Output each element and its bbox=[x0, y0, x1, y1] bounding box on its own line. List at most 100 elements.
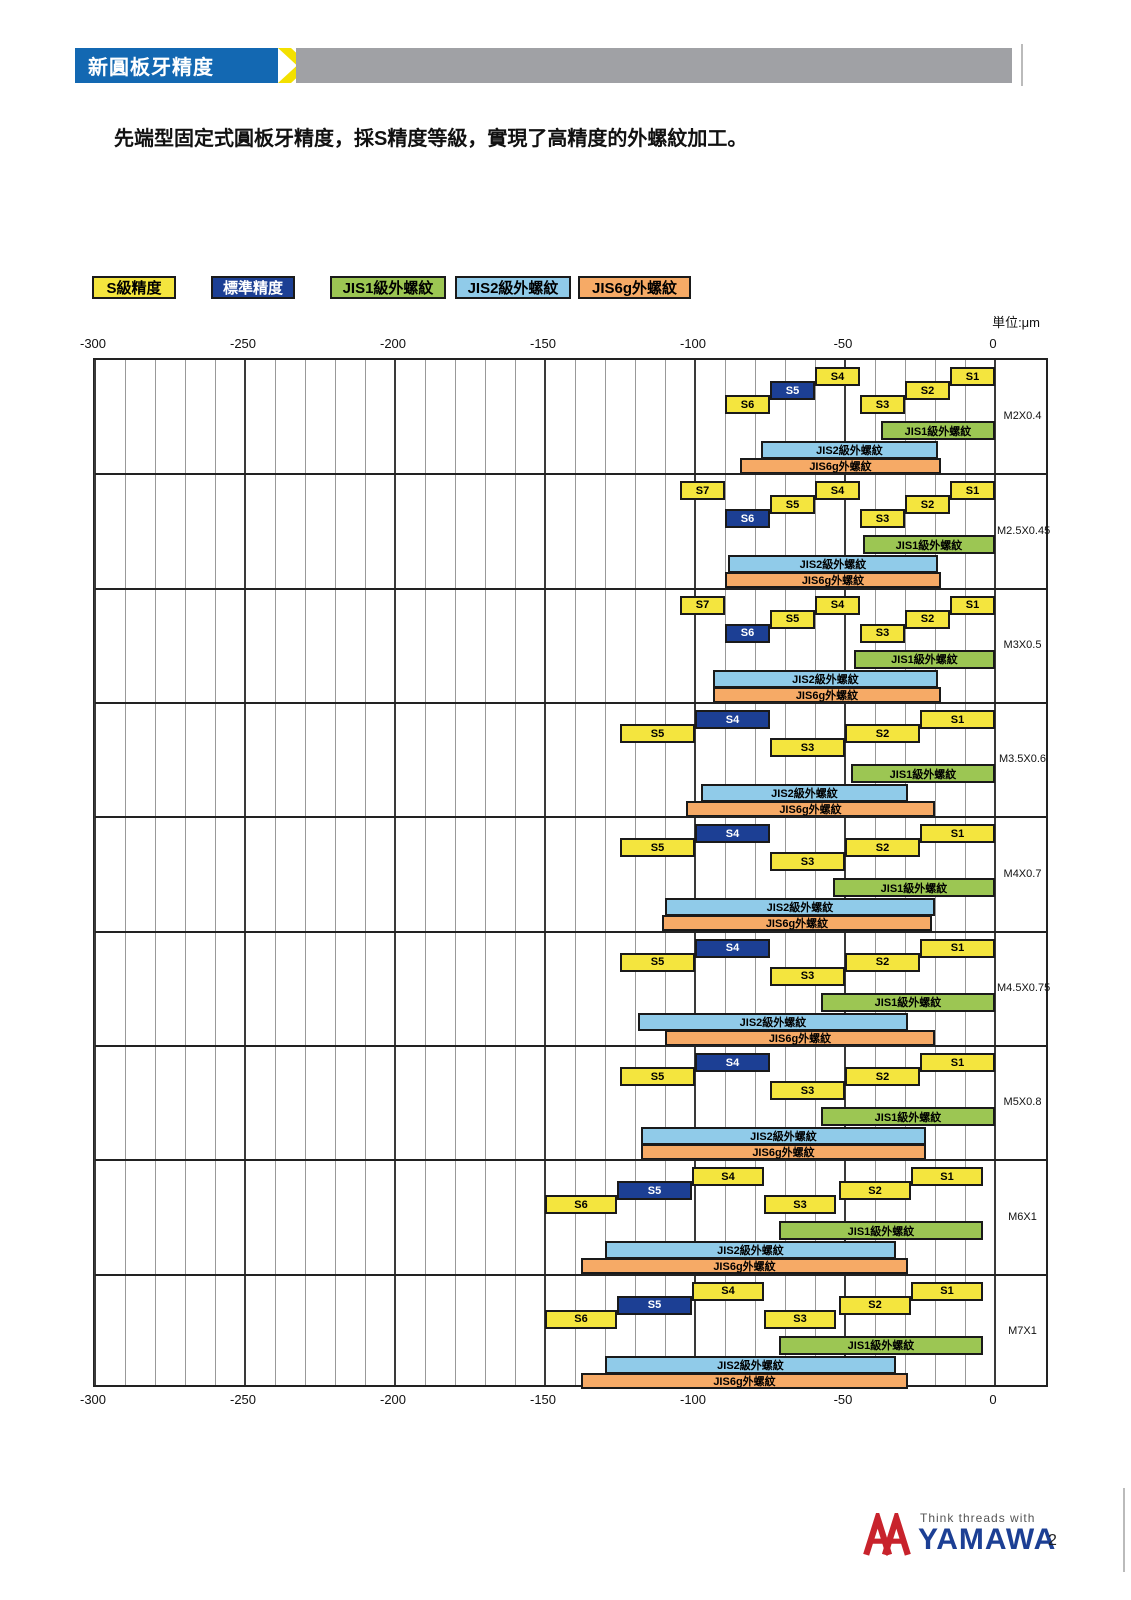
bar-s4: S4 bbox=[692, 1281, 764, 1301]
bar-s4: S4 bbox=[695, 710, 770, 729]
gridline-minor bbox=[575, 360, 576, 1385]
block-separator bbox=[95, 816, 1046, 819]
gridline-major bbox=[244, 360, 246, 1385]
bar-jis6g: JIS6g外螺紋 bbox=[641, 1144, 926, 1160]
bar-jis1: JIS1級外螺紋 bbox=[833, 878, 995, 898]
block-separator bbox=[95, 1045, 1046, 1047]
bar-s4: S4 bbox=[695, 824, 770, 844]
gridline-minor bbox=[935, 360, 936, 1385]
gridline-minor bbox=[515, 360, 516, 1385]
bar-s5: S5 bbox=[617, 1295, 692, 1315]
block-separator bbox=[95, 930, 1046, 933]
bar-jis6g: JIS6g外螺紋 bbox=[581, 1372, 908, 1389]
bar-s2: S2 bbox=[905, 495, 950, 515]
banner-gray-bar bbox=[296, 48, 1012, 83]
page-subtitle: 先端型固定式圓板牙精度，採S精度等級，實現了高精度的外螺紋加工。 bbox=[114, 128, 748, 150]
gridline-minor bbox=[455, 360, 456, 1385]
bar-jis6g: JIS6g外螺紋 bbox=[581, 1258, 908, 1275]
gridline-minor bbox=[605, 360, 606, 1385]
bar-jis2: JIS2級外螺紋 bbox=[701, 784, 908, 802]
block-separator bbox=[95, 702, 1046, 704]
legend-item-jis2: JIS2級外螺紋 bbox=[455, 276, 571, 299]
block-separator bbox=[95, 473, 1046, 476]
bar-s1: S1 bbox=[920, 710, 995, 729]
thread-size-label: M2.5X0.45 bbox=[997, 524, 1051, 537]
bar-s1: S1 bbox=[911, 1281, 983, 1301]
bar-jis2: JIS2級外螺紋 bbox=[665, 898, 935, 917]
bar-jis2: JIS2級外螺紋 bbox=[728, 555, 938, 574]
bar-s2: S2 bbox=[845, 952, 920, 972]
bar-s2: S2 bbox=[845, 1067, 920, 1086]
bar-s5: S5 bbox=[617, 1181, 692, 1201]
bar-s3: S3 bbox=[770, 966, 845, 986]
bar-jis2: JIS2級外螺紋 bbox=[641, 1127, 926, 1145]
axis-tick-label: -150 bbox=[529, 336, 557, 351]
bar-s3: S3 bbox=[860, 509, 905, 529]
gridline-minor bbox=[425, 360, 426, 1385]
gridline-minor bbox=[305, 360, 306, 1385]
bar-s4: S4 bbox=[692, 1167, 764, 1187]
gridline-minor bbox=[665, 360, 666, 1385]
bar-s4: S4 bbox=[815, 481, 860, 501]
axis-tick-label: -200 bbox=[379, 1392, 407, 1407]
gridline-minor bbox=[275, 360, 276, 1385]
bar-s5: S5 bbox=[620, 1067, 695, 1086]
gridline-major bbox=[994, 360, 996, 1385]
bar-jis2: JIS2級外螺紋 bbox=[638, 1012, 908, 1031]
bar-jis1: JIS1級外螺紋 bbox=[779, 1221, 983, 1241]
gridline-major bbox=[844, 360, 846, 1385]
block-separator bbox=[95, 587, 1046, 590]
gridline-minor bbox=[155, 360, 156, 1385]
bar-s5: S5 bbox=[770, 381, 815, 400]
gridline-major bbox=[394, 360, 396, 1385]
axis-tick-label: -200 bbox=[379, 336, 407, 351]
bar-s1: S1 bbox=[920, 824, 995, 844]
gridline-minor bbox=[215, 360, 216, 1385]
axis-tick-label: 0 bbox=[989, 336, 997, 351]
thread-size-label: M2X0.4 bbox=[1003, 410, 1042, 423]
block-separator bbox=[95, 1159, 1046, 1162]
legend-item-s: S級精度 bbox=[92, 276, 176, 299]
thread-size-label: M6X1 bbox=[1008, 1210, 1037, 1223]
yamawa-logo-icon bbox=[863, 1513, 911, 1556]
bar-jis1: JIS1級外螺紋 bbox=[851, 764, 995, 783]
bar-s5: S5 bbox=[620, 838, 695, 858]
axis-tick-label: 0 bbox=[989, 1392, 997, 1407]
bar-s4: S4 bbox=[695, 938, 770, 958]
gridline-minor bbox=[125, 360, 126, 1385]
axis-tick-label: -100 bbox=[679, 1392, 707, 1407]
axis-tick-label: -300 bbox=[79, 1392, 107, 1407]
page-edge-mark-top bbox=[1021, 44, 1023, 86]
bar-s2: S2 bbox=[839, 1181, 911, 1201]
gridline-minor bbox=[755, 360, 756, 1385]
gridline-minor bbox=[965, 360, 966, 1385]
bar-s5: S5 bbox=[620, 724, 695, 743]
bar-s3: S3 bbox=[764, 1309, 836, 1329]
gridline-minor bbox=[635, 360, 636, 1385]
axis-tick-label: -150 bbox=[529, 1392, 557, 1407]
bar-s1: S1 bbox=[950, 595, 995, 615]
bar-jis1: JIS1級外螺紋 bbox=[863, 535, 995, 555]
gridline-major bbox=[694, 360, 696, 1385]
gridline-major bbox=[544, 360, 546, 1385]
bar-jis1: JIS1級外螺紋 bbox=[821, 992, 995, 1012]
bar-jis2: JIS2級外螺紋 bbox=[761, 441, 938, 459]
thread-size-label: M7X1 bbox=[1008, 1324, 1037, 1337]
bar-s6: S6 bbox=[725, 395, 770, 414]
bar-jis2: JIS2級外螺紋 bbox=[605, 1241, 896, 1260]
bar-s1: S1 bbox=[950, 481, 995, 501]
bar-s5: S5 bbox=[770, 609, 815, 629]
bar-s3: S3 bbox=[770, 852, 845, 872]
bar-s3: S3 bbox=[770, 1081, 845, 1100]
bar-s2: S2 bbox=[839, 1295, 911, 1315]
legend-item-std: 標準精度 bbox=[211, 276, 295, 299]
bar-s5: S5 bbox=[770, 495, 815, 515]
bar-jis2: JIS2級外螺紋 bbox=[605, 1355, 896, 1374]
page-number: 2 bbox=[1048, 1532, 1057, 1549]
axis-tick-label: -50 bbox=[833, 1392, 853, 1407]
bar-s1: S1 bbox=[920, 1053, 995, 1072]
bar-s4: S4 bbox=[695, 1053, 770, 1072]
bar-s6: S6 bbox=[725, 509, 770, 529]
gridline-minor bbox=[815, 360, 816, 1385]
